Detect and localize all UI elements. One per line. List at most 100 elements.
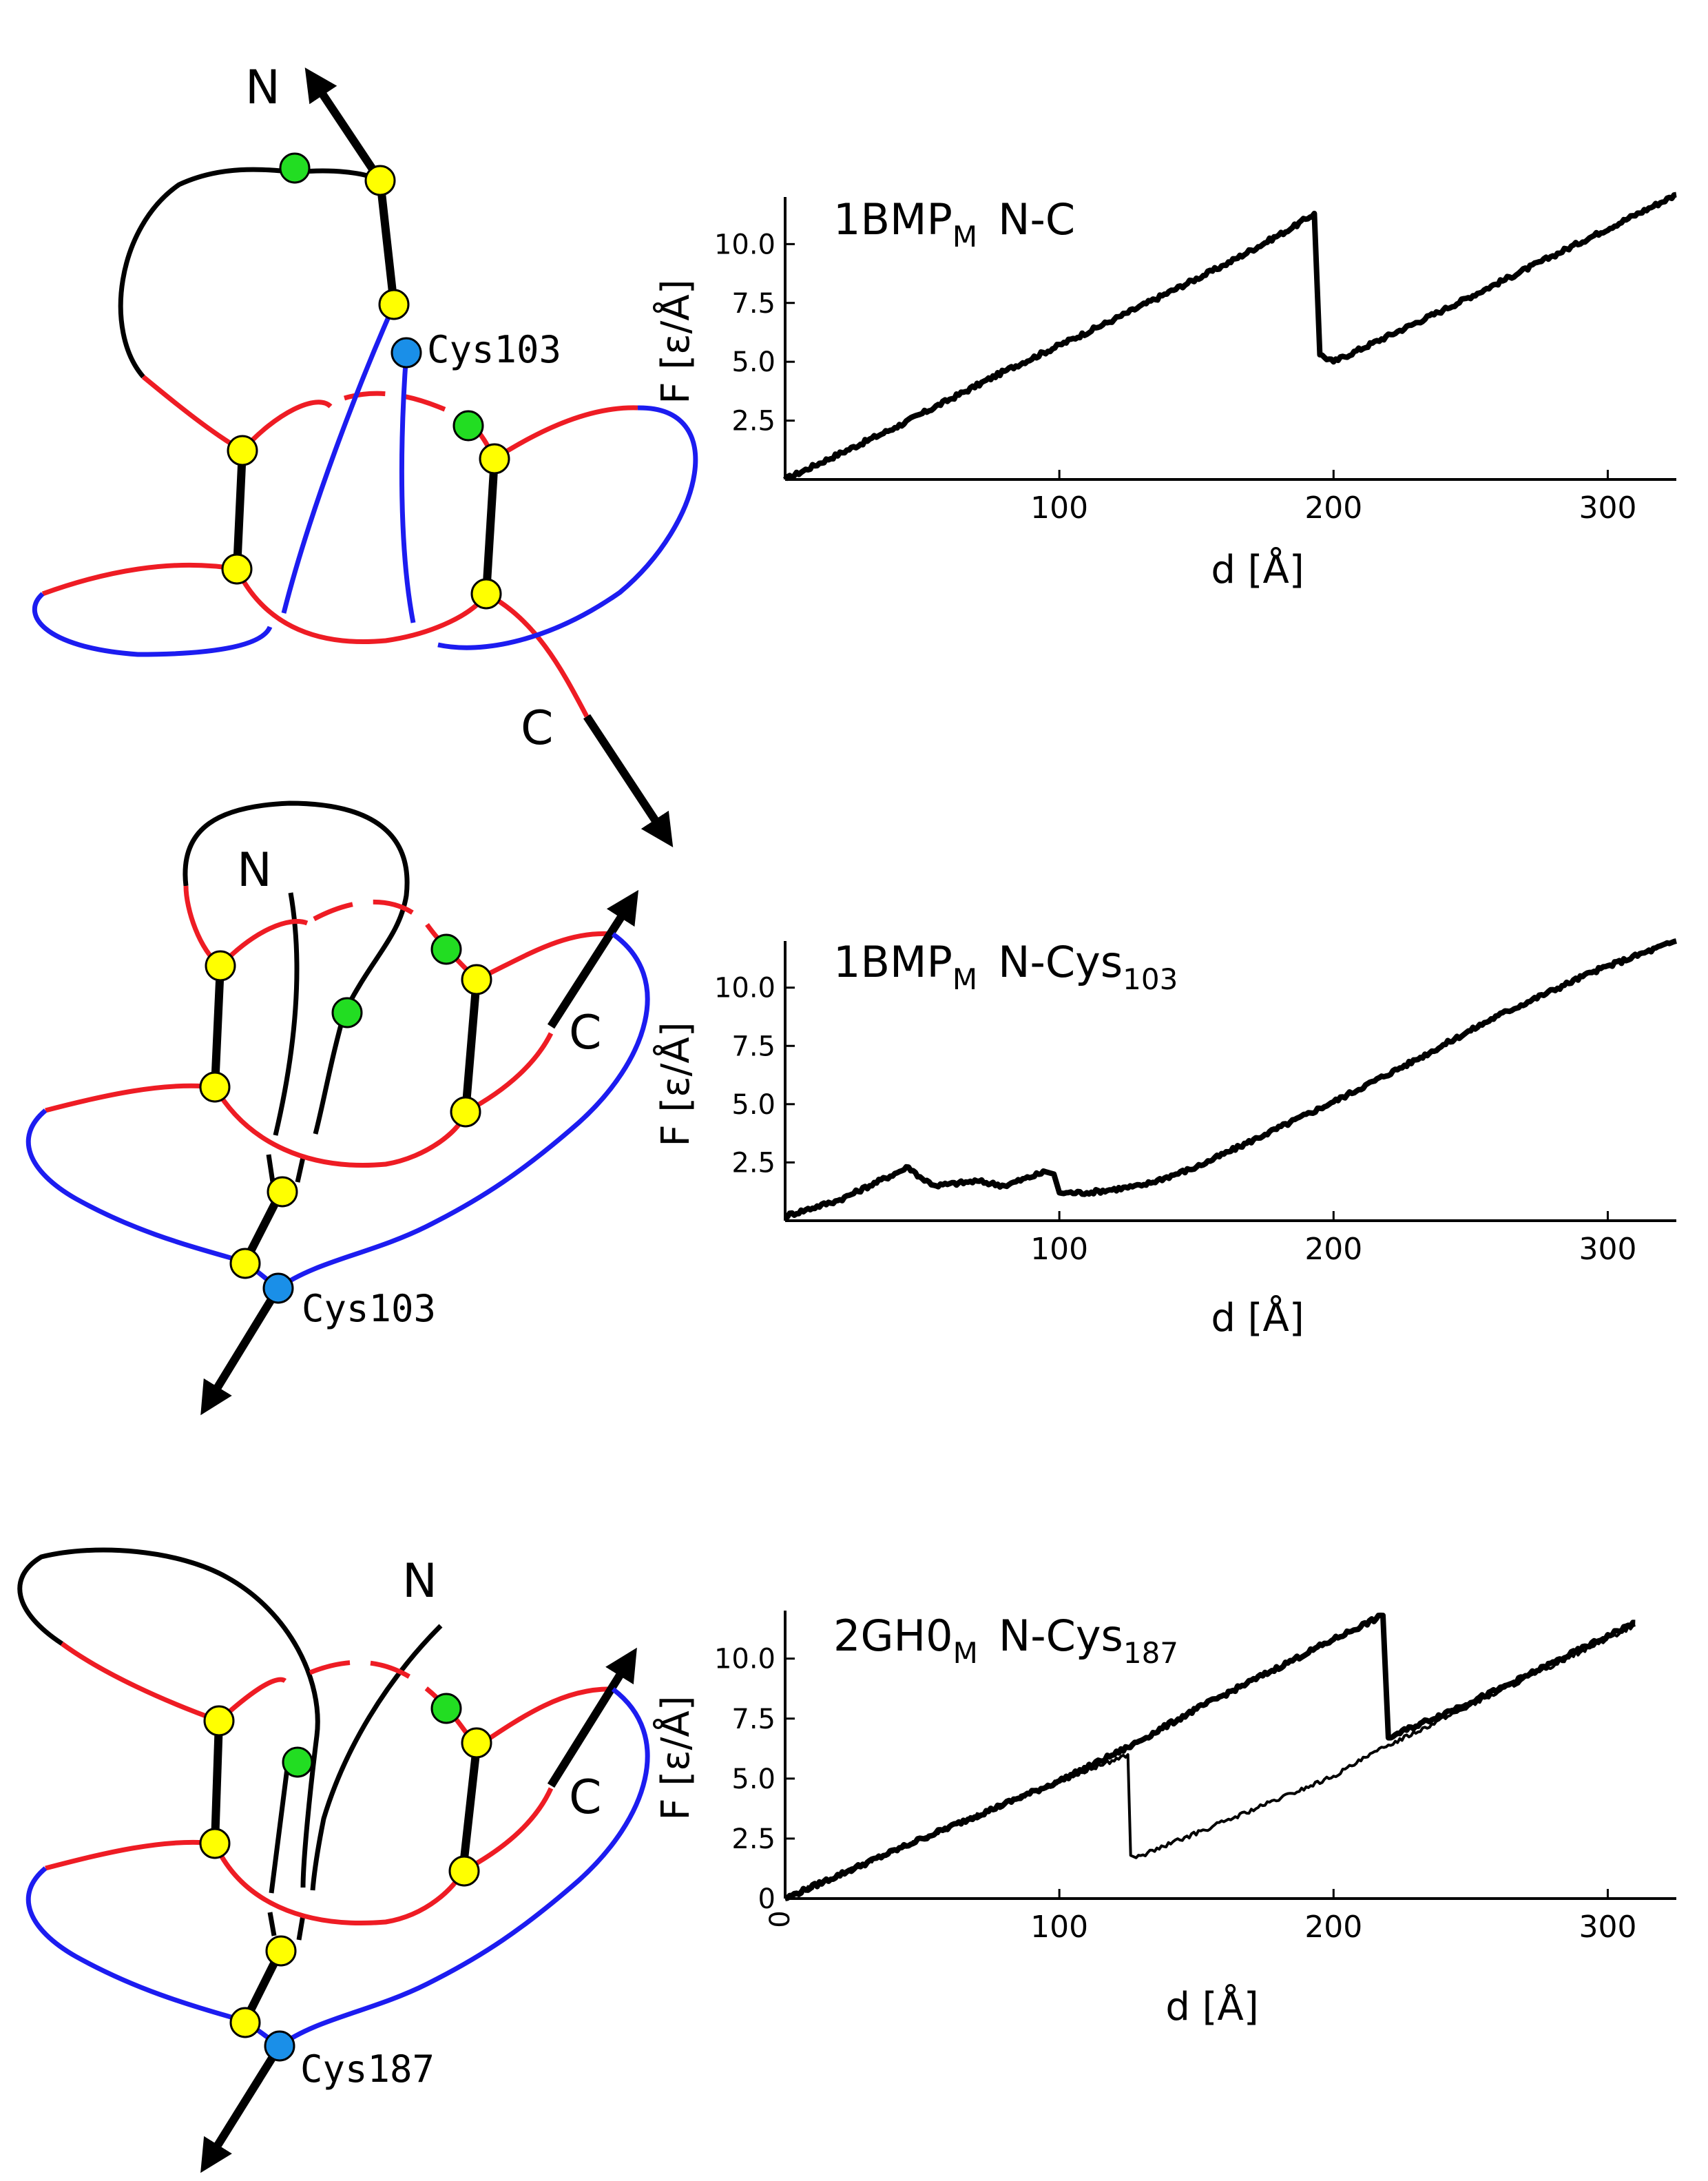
chain-red-6	[234, 568, 489, 644]
chain-red-7	[485, 591, 590, 718]
bead-green	[430, 1693, 462, 1724]
x-tick-label: 100	[1030, 490, 1088, 526]
x-tick-label: 200	[1304, 1232, 1362, 1267]
chain-black-loop	[183, 800, 410, 1014]
y-tick-label: 10.0	[714, 973, 775, 1004]
bead-green	[430, 933, 462, 965]
chain-red-4	[475, 1686, 614, 1749]
chain-red-dash	[343, 391, 470, 423]
chain-blue-3	[276, 932, 650, 1290]
y-tick-label: 10.0	[714, 1644, 775, 1675]
y-tick-label: 2.5	[731, 406, 775, 437]
chain-red-dash	[313, 900, 429, 927]
n-terminus-label: N	[402, 1554, 437, 1609]
x-tick-label: 100	[1030, 1910, 1088, 1945]
chain-red-dash	[309, 1660, 443, 1704]
bead-yellow	[461, 964, 492, 995]
x-axis-label: d [Å]	[1165, 1984, 1258, 2029]
chain-red-4	[475, 931, 614, 982]
chart-title: 1BMPM N-C	[833, 194, 1075, 254]
chart-title: 1BMPM N-Cys103	[833, 937, 1178, 996]
chain-red-2	[240, 400, 333, 453]
chain-blue-3	[278, 1687, 650, 2048]
x-tick-label: 300	[1579, 1910, 1636, 1945]
bead-yellow	[450, 1096, 481, 1128]
chain-black-strut-left	[211, 965, 225, 1088]
x-axis-label: d [Å]	[1211, 547, 1304, 592]
chain-black-stub	[267, 1912, 277, 1936]
c-terminus-arrow	[547, 889, 639, 1029]
chain-red-5	[45, 1083, 216, 1113]
chain-red-2	[218, 919, 309, 968]
chain-black-stub-2	[296, 1914, 306, 1941]
c-terminus-label: C	[569, 1006, 601, 1060]
bead-yellow	[364, 165, 396, 196]
series-line	[784, 1624, 1636, 1900]
chain-black-strand	[273, 892, 300, 1136]
cys-pull-arrow	[200, 1285, 282, 1416]
y-tick-label: 5.0	[731, 347, 775, 378]
chain-black-helix	[376, 180, 398, 305]
chain-red-1	[141, 375, 244, 453]
cys-label: Cys103	[427, 328, 561, 371]
bead-yellow	[203, 1705, 235, 1737]
y-tick-label: 7.5	[731, 1704, 775, 1735]
bead-cys	[262, 1272, 294, 1304]
chain-red-6	[212, 1086, 468, 1168]
chain-blue-1	[25, 1108, 246, 1265]
chain-red-7	[461, 1787, 554, 1874]
y-tick-label: 7.5	[731, 288, 775, 320]
bead-yellow	[378, 289, 410, 320]
series-line	[784, 1612, 1636, 1901]
chain-black-stub	[266, 1154, 275, 1183]
y-tick-label: 2.5	[731, 1147, 775, 1179]
y-tick-label: 2.5	[731, 1823, 775, 1855]
bead-yellow	[267, 1176, 298, 1208]
bead-yellow	[205, 950, 236, 982]
chart-title: 2GH0M N-Cys187	[833, 1611, 1178, 1670]
bead-cys	[390, 337, 422, 369]
series-line	[782, 192, 1677, 482]
chain-black-strut-left	[233, 450, 247, 570]
chain-black-loop	[118, 167, 382, 379]
y-axis-label: F [ε/Å]	[653, 1022, 698, 1146]
n-terminus-label: N	[237, 843, 272, 898]
x-tick-label: 300	[1579, 490, 1636, 526]
chain-red-5	[41, 562, 238, 597]
chain-red-4	[493, 405, 638, 461]
y-tick-label: 5.0	[731, 1764, 775, 1795]
y-tick-label: 0	[758, 1883, 775, 1915]
chain-blue-3	[32, 592, 273, 657]
force-extension-chart-1: 100 200 300 2.5 5.0 7.5 10.0 d [Å] F [ε/Å] 1BMPM N…	[653, 192, 1677, 592]
c-terminus-label: C	[521, 701, 553, 756]
bead-green	[331, 997, 363, 1029]
force-extension-chart-2: 100 200 300 2.5 5.0 7.5 10.0 d [Å] F [ε/Å] 1BMPM N…	[653, 937, 1677, 1341]
protein-diagram-3: N C Cys187	[17, 1547, 650, 2173]
y-tick-label: 10.0	[714, 229, 775, 260]
bead-green	[282, 1746, 313, 1778]
cys-label: Cys103	[302, 1287, 436, 1330]
bead-yellow	[461, 1727, 492, 1759]
chain-black-loop	[17, 1547, 320, 1888]
c-terminus-label: C	[569, 1770, 601, 1825]
bead-yellow	[199, 1828, 231, 1859]
bead-yellow	[470, 578, 502, 610]
protein-diagram-1: N C Cys103	[32, 61, 698, 848]
bead-yellow	[221, 553, 253, 585]
y-tick-label: 5.0	[731, 1089, 775, 1121]
protein-diagram-2: N C Cys103	[25, 800, 650, 1416]
chain-blue-2	[399, 352, 416, 623]
y-axis-label: F [ε/Å]	[653, 1695, 698, 1820]
series-line	[784, 938, 1677, 1220]
chain-black-strut-right	[459, 1746, 481, 1872]
chain-blue-1	[25, 1866, 246, 2024]
cys-pull-arrow	[200, 2043, 284, 2173]
bead-yellow	[227, 435, 258, 466]
x-tick-label: 100	[1030, 1232, 1088, 1267]
bead-yellow	[229, 2007, 261, 2038]
x-tick-label: 200	[1304, 490, 1362, 526]
n-terminus-label: N	[245, 61, 280, 115]
x-tick-label: 300	[1579, 1232, 1636, 1267]
chain-black-strand-2	[310, 1624, 443, 1891]
